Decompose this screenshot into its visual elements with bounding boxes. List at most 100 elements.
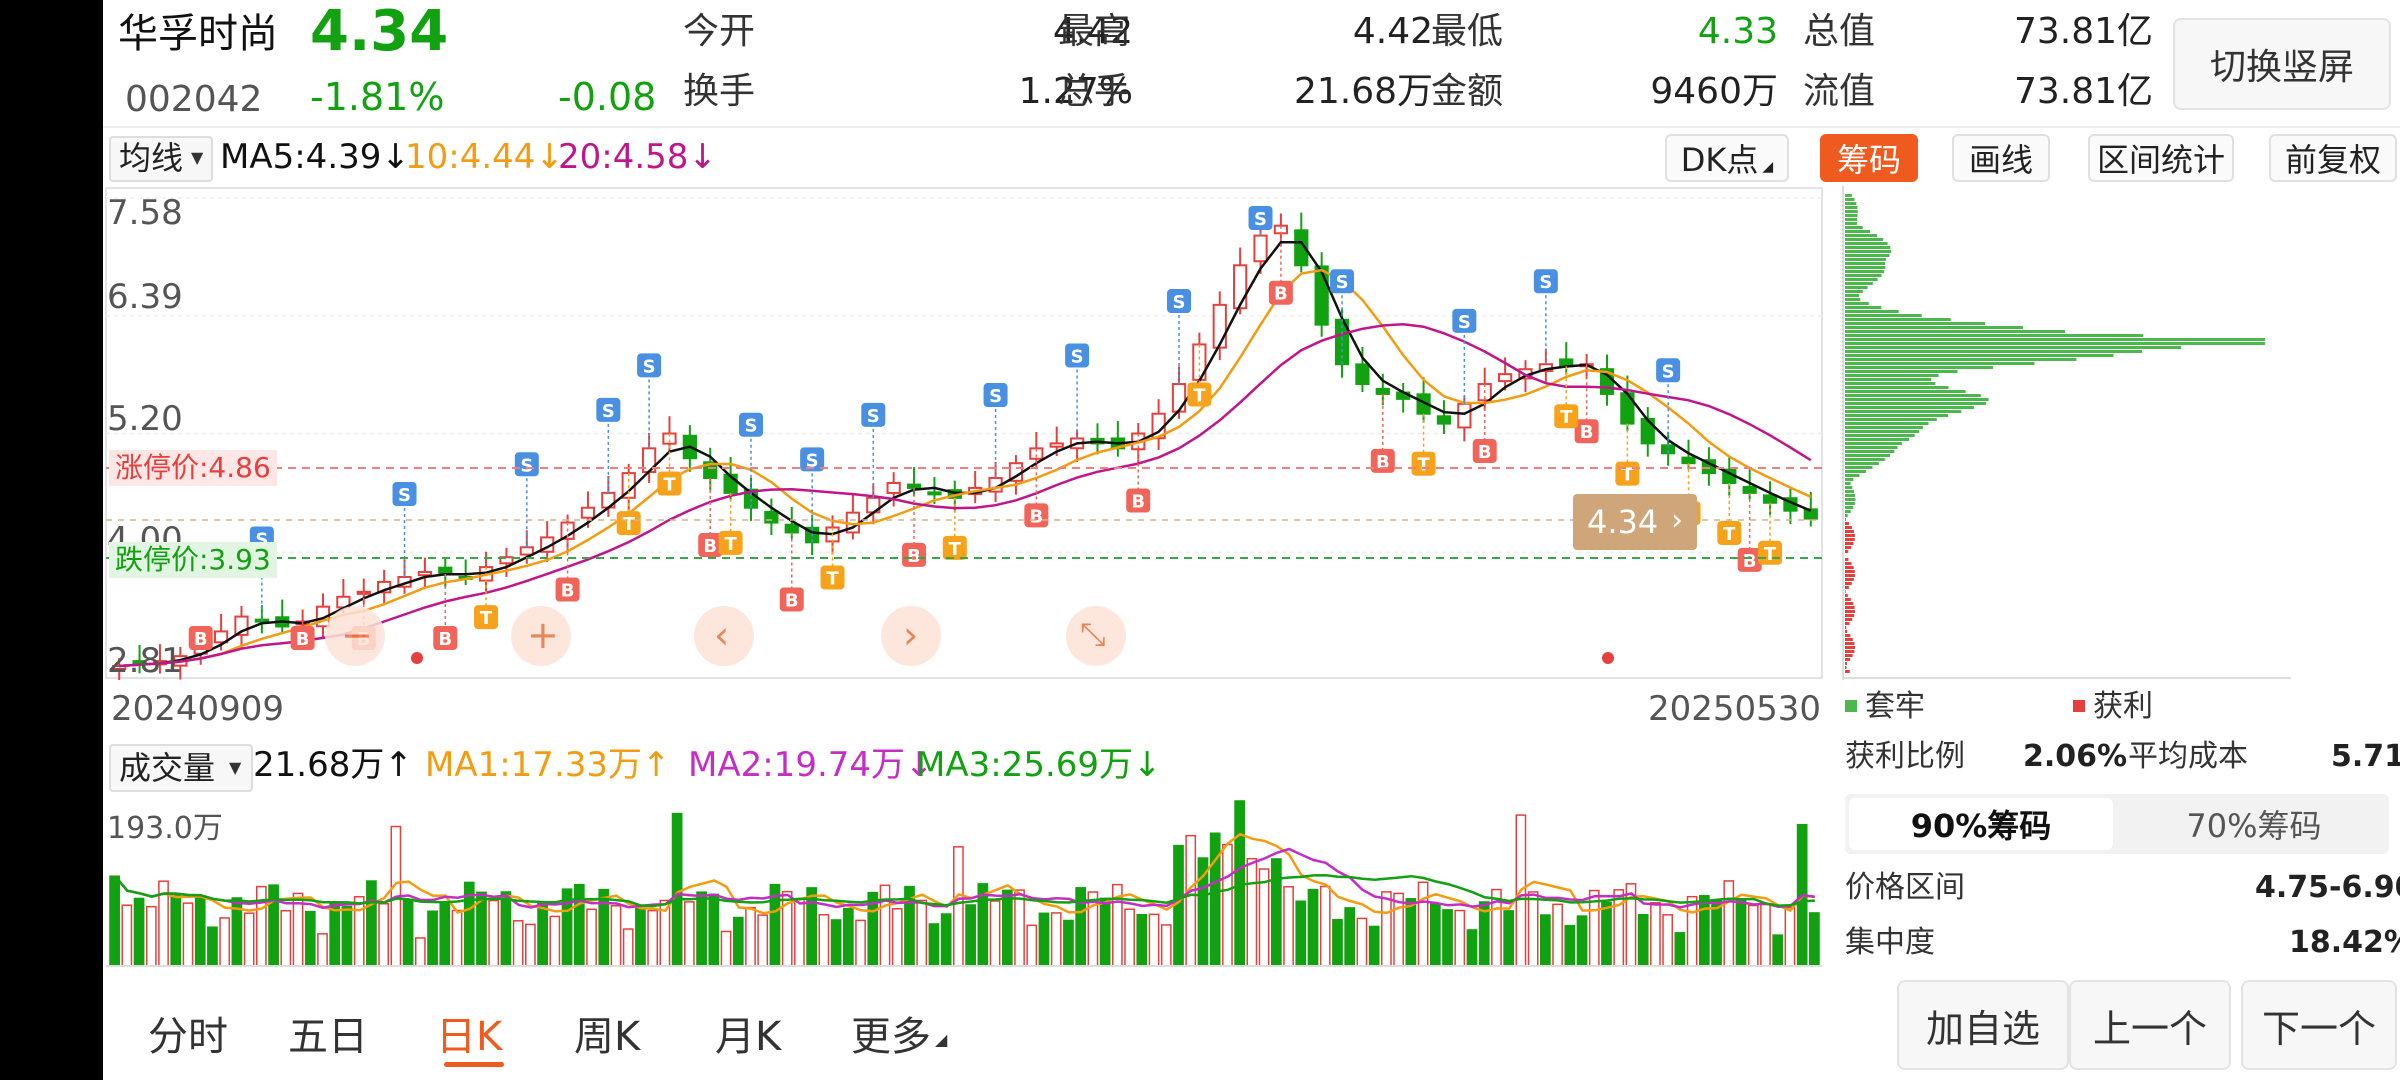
current-price-tag[interactable]: 4.34 › [1573,494,1697,550]
trade-marker-t[interactable] [1411,451,1436,476]
scroll-right-button[interactable]: › [881,606,941,666]
tab-zhouk[interactable]: 周K [574,1014,641,1060]
trade-marker-t[interactable] [657,471,682,496]
chip-bar [1845,346,2182,349]
chip-bar [1845,510,1851,513]
trade-marker-t[interactable] [616,511,641,536]
ma-selector[interactable]: 均线 ▼ [109,136,213,182]
trade-marker-b[interactable] [1737,547,1762,572]
trade-marker-b[interactable] [555,577,580,602]
trade-marker-s[interactable] [1248,206,1273,230]
chips-button[interactable]: 筹码 [1820,134,1918,182]
trade-marker-t[interactable] [1554,404,1579,429]
range-stats-button[interactable]: 区间统计 [2088,134,2234,182]
chip-bar [1845,210,1858,213]
trade-marker-s[interactable] [739,412,763,437]
volume-bar [1711,899,1722,967]
tab-yuek[interactable]: 月K [715,1014,782,1060]
volume-bar [219,917,231,967]
volume-bar [1307,888,1319,967]
volume-ma1: MA1:17.33万↑ [425,745,671,785]
zoom-in-button[interactable]: + [511,606,571,666]
trade-marker-s[interactable] [800,447,825,472]
tab-rik[interactable]: 日K [436,1014,503,1060]
trade-marker-b[interactable] [1024,503,1049,528]
trade-marker-s[interactable] [983,383,1008,408]
trade-marker-b[interactable] [290,626,315,650]
trade-marker-s[interactable] [514,452,539,477]
trade-marker-s[interactable] [596,397,621,422]
volume-bar [1160,924,1172,967]
volume-selector-label: 成交量 [119,749,216,787]
trade-marker-b[interactable] [698,533,723,558]
trade-marker-s[interactable] [1452,308,1477,333]
chip-bar [1845,250,1891,253]
high-label: 最高 [1058,11,1131,52]
chip-bar [1845,382,1936,385]
trade-marker-s[interactable] [861,402,886,427]
plus-icon: + [527,613,559,657]
volume-bar [1613,889,1625,967]
trade-marker-b[interactable] [779,587,804,612]
candle-body [1436,415,1452,425]
trade-marker-t[interactable] [718,530,743,555]
trade-marker-t[interactable] [474,605,499,630]
volume-chart[interactable] [103,796,1825,968]
tab-more[interactable]: 更多 [851,1014,931,1060]
trade-marker-label: T [1723,524,1736,545]
volume-bar [1295,900,1307,967]
trade-marker-t[interactable] [942,535,967,560]
dk-point-button[interactable]: DK点 ◢ [1665,134,1789,182]
trade-marker-t[interactable] [1717,520,1742,545]
trade-marker-s[interactable] [1656,358,1681,383]
trade-marker-b[interactable] [1472,439,1497,464]
low-value: 4.33 [1697,11,1778,52]
add-watchlist-button[interactable]: 加自选 [1897,980,2069,1070]
trade-marker-s[interactable] [1167,289,1191,314]
kline-chart[interactable]: SSSSSSSSSSSSSSSSBBBBBBBBBBBBBBBTTTTTTTTT… [103,186,1825,680]
chip-bar [1845,502,1855,505]
trade-marker-b[interactable] [902,542,927,567]
collapse-button[interactable]: ⤡ [1066,606,1126,666]
trade-marker-b[interactable] [1268,280,1293,305]
volume-bar [610,905,622,967]
tab-90-chips[interactable]: 90%筹码 [1849,798,2113,850]
trade-marker-b[interactable] [188,626,213,650]
tab-70-chips[interactable]: 70%筹码 [2186,807,2322,845]
ma10-value: 10:4.44↓ [405,137,564,177]
next-stock-button[interactable]: 下一个 [2241,980,2397,1070]
zoom-out-button[interactable]: − [325,606,385,666]
switch-portrait-button[interactable]: 切换竖屏 [2173,18,2391,110]
trade-marker-s[interactable] [1330,269,1355,294]
trade-marker-b[interactable] [1126,488,1151,513]
volume-bar [1050,912,1062,967]
volume-bar [1209,832,1221,967]
chip-bar [1845,306,1882,309]
volume-selector[interactable]: 成交量 ▼ [109,744,253,792]
trade-marker-s[interactable] [392,481,417,506]
prev-stock-button[interactable]: 上一个 [2069,980,2231,1070]
amount-label: 金额 [1431,71,1504,112]
tab-wuri[interactable]: 五日 [288,1014,368,1060]
trade-marker-t[interactable] [820,565,845,590]
volume-bar [1760,903,1771,967]
volume-bar [928,923,940,967]
candle-body [499,556,514,565]
trade-marker-s[interactable] [1065,343,1090,368]
chips-distribution-chart[interactable] [1841,186,2291,680]
volume-bar [1001,889,1013,967]
trade-marker-b[interactable] [1574,419,1599,444]
adjust-button[interactable]: 前复权 [2269,134,2397,182]
trade-marker-s[interactable] [637,353,662,378]
draw-line-button[interactable]: 画线 [1952,134,2050,182]
chip-bar [1845,410,1962,413]
chip-bar [1845,562,1852,565]
tab-fenshi[interactable]: 分时 [148,1014,228,1060]
trade-marker-b[interactable] [1370,448,1395,473]
trade-marker-s[interactable] [1533,269,1558,294]
trade-marker-b[interactable] [433,626,458,650]
chip-bar [1845,478,1854,481]
scroll-left-button[interactable]: ‹ [694,606,754,666]
trade-marker-t[interactable] [1187,382,1212,407]
chip-bar [1845,390,1966,393]
